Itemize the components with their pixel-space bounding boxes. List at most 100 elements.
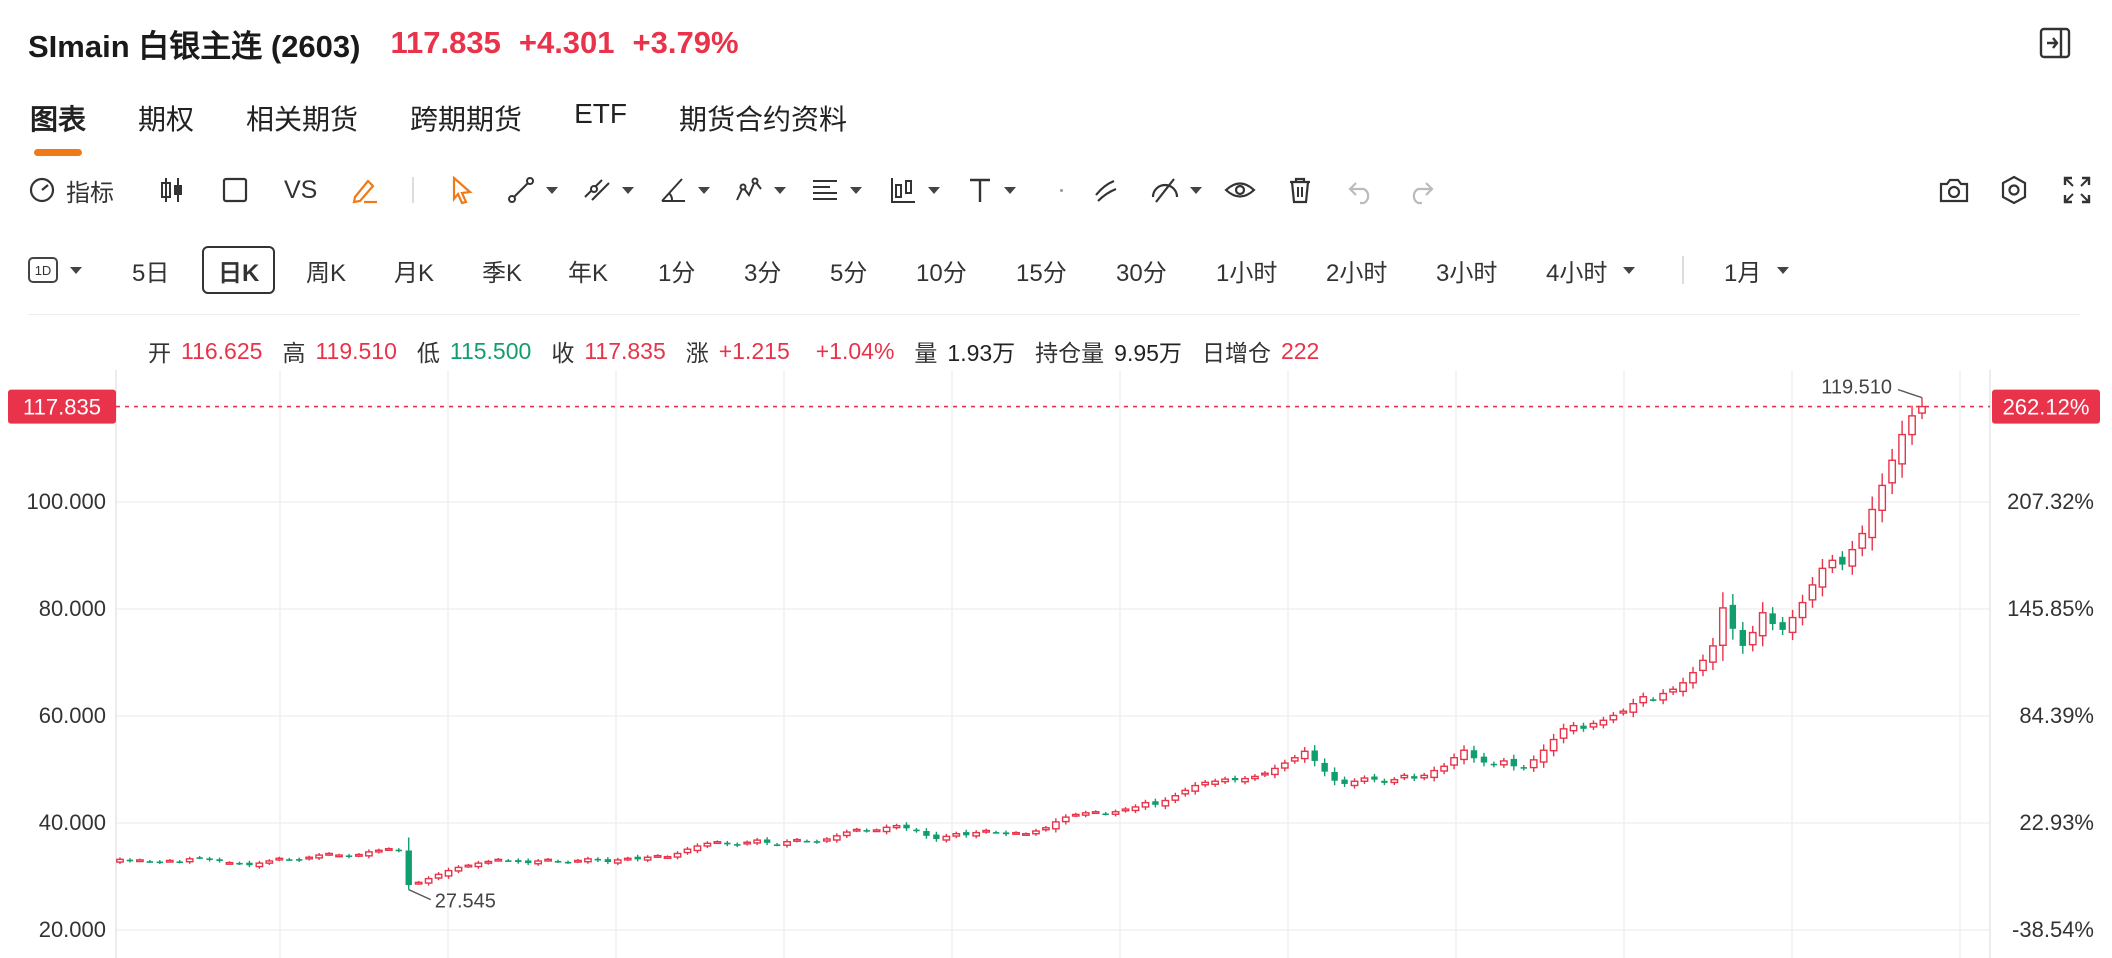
candle	[1470, 750, 1478, 759]
candle	[992, 832, 1000, 834]
period-monthly[interactable]: 月K	[394, 259, 435, 287]
candle	[165, 859, 174, 863]
candle	[286, 859, 293, 861]
period-10m[interactable]: 10分	[916, 259, 967, 287]
interval-dropdown[interactable]: 1D	[28, 246, 82, 294]
measure-tool-icon[interactable]	[888, 168, 940, 212]
candle	[1629, 702, 1638, 713]
period-4h-dropdown[interactable]: 4小时	[1546, 246, 1636, 294]
trash-icon[interactable]	[1286, 168, 1314, 212]
candle	[1311, 750, 1318, 761]
open-interest-value: 9.95万	[1114, 340, 1182, 366]
text-tool-icon[interactable]	[966, 168, 1016, 212]
candle	[1818, 567, 1827, 588]
candle	[1211, 780, 1220, 785]
candle	[1549, 738, 1558, 752]
trend-line-icon[interactable]	[506, 168, 558, 212]
candle	[484, 860, 493, 864]
fullscreen-box-icon[interactable]	[222, 168, 248, 212]
candle	[1699, 659, 1707, 672]
period-daily[interactable]: 日K	[202, 246, 276, 294]
period-yearly[interactable]: 年K	[568, 259, 609, 287]
candle	[1201, 781, 1210, 786]
candle	[1111, 811, 1120, 815]
indicator-button[interactable]: 指标	[28, 168, 114, 212]
candle	[1758, 612, 1767, 637]
candle	[206, 858, 213, 861]
candle	[185, 858, 194, 863]
candle	[464, 864, 473, 868]
candle	[345, 855, 353, 858]
candle	[892, 824, 901, 829]
candle	[1241, 777, 1249, 783]
period-quarterly[interactable]: 季K	[482, 259, 523, 287]
candle	[395, 849, 402, 852]
candle	[872, 829, 881, 833]
candle	[673, 852, 682, 858]
candle	[505, 860, 512, 862]
y-tick-right: 84.39%	[2019, 703, 2094, 728]
tab-related-futures[interactable]: 相关期货	[246, 104, 359, 135]
candlestick-chart[interactable]: 100.000 80.000 60.000 40.000 20.000 207.…	[0, 370, 2112, 958]
tab-options[interactable]: 期权	[138, 104, 195, 135]
channel-tool-icon[interactable]	[582, 168, 634, 212]
tab-contract-info[interactable]: 期货合约资料	[678, 104, 847, 135]
period-3h[interactable]: 3小时	[1436, 259, 1498, 287]
settings-gear-icon[interactable]	[1998, 168, 2030, 212]
period-1h[interactable]: 1小时	[1216, 259, 1278, 287]
hide-drawings-icon[interactable]	[1150, 168, 1202, 212]
candle	[246, 862, 253, 866]
draw-pen-icon[interactable]	[350, 168, 380, 212]
magnet-icon[interactable]	[1090, 168, 1120, 212]
redo-icon[interactable]	[1406, 168, 1436, 212]
candle	[643, 856, 652, 861]
period-2h[interactable]: 2小时	[1326, 259, 1388, 287]
price-change-pct: +3.79%	[632, 25, 739, 60]
tab-etf[interactable]: ETF	[574, 98, 627, 129]
period-4h-label: 4小时	[1546, 259, 1608, 287]
range-dropdown[interactable]: 1月	[1724, 246, 1790, 294]
period-1m[interactable]: 1分	[658, 259, 696, 287]
fullscreen-icon[interactable]	[2062, 168, 2092, 212]
tab-chart[interactable]: 图表	[30, 98, 86, 156]
candlestick-type-icon[interactable]	[158, 168, 186, 212]
eye-icon[interactable]	[1224, 168, 1256, 212]
pattern-tool-icon[interactable]	[734, 168, 786, 212]
candle	[275, 857, 284, 861]
y-tick-right: 145.85%	[2007, 596, 2094, 621]
cursor-icon[interactable]	[448, 168, 476, 212]
oi-change-value: 222	[1280, 337, 1320, 364]
candle	[1071, 813, 1080, 817]
camera-icon[interactable]	[1938, 168, 1970, 212]
candle	[663, 856, 672, 860]
volume-label: 量	[914, 340, 938, 366]
candle	[1390, 778, 1399, 784]
candle	[753, 839, 762, 844]
candle	[1051, 821, 1060, 830]
instrument-title: SImain 白银主连 (2603)	[28, 28, 361, 64]
candle	[842, 831, 851, 837]
compare-button[interactable]: VS	[284, 175, 318, 204]
candle	[863, 830, 870, 832]
period-15m[interactable]: 15分	[1016, 259, 1067, 287]
angle-tool-icon[interactable]	[658, 168, 710, 212]
period-5d[interactable]: 5日	[132, 259, 170, 287]
tab-spread-futures[interactable]: 跨期期货	[410, 104, 523, 135]
period-5m[interactable]: 5分	[830, 259, 868, 287]
candle	[1280, 762, 1289, 769]
undo-icon[interactable]	[1346, 168, 1376, 212]
candle	[1539, 749, 1548, 763]
candle	[494, 858, 503, 862]
fib-tool-icon[interactable]	[810, 168, 862, 212]
collapse-panel-icon[interactable]	[2038, 26, 2072, 60]
candle	[1081, 812, 1090, 816]
candle	[1898, 433, 1906, 465]
candle	[544, 858, 552, 862]
period-3m[interactable]: 3分	[744, 259, 782, 287]
period-30m[interactable]: 30分	[1116, 259, 1167, 287]
candle	[1341, 779, 1348, 784]
candle	[1808, 584, 1817, 601]
drawing-toolbar: 指标 VS	[28, 168, 2091, 212]
candle	[424, 877, 433, 884]
period-weekly[interactable]: 周K	[306, 259, 347, 287]
